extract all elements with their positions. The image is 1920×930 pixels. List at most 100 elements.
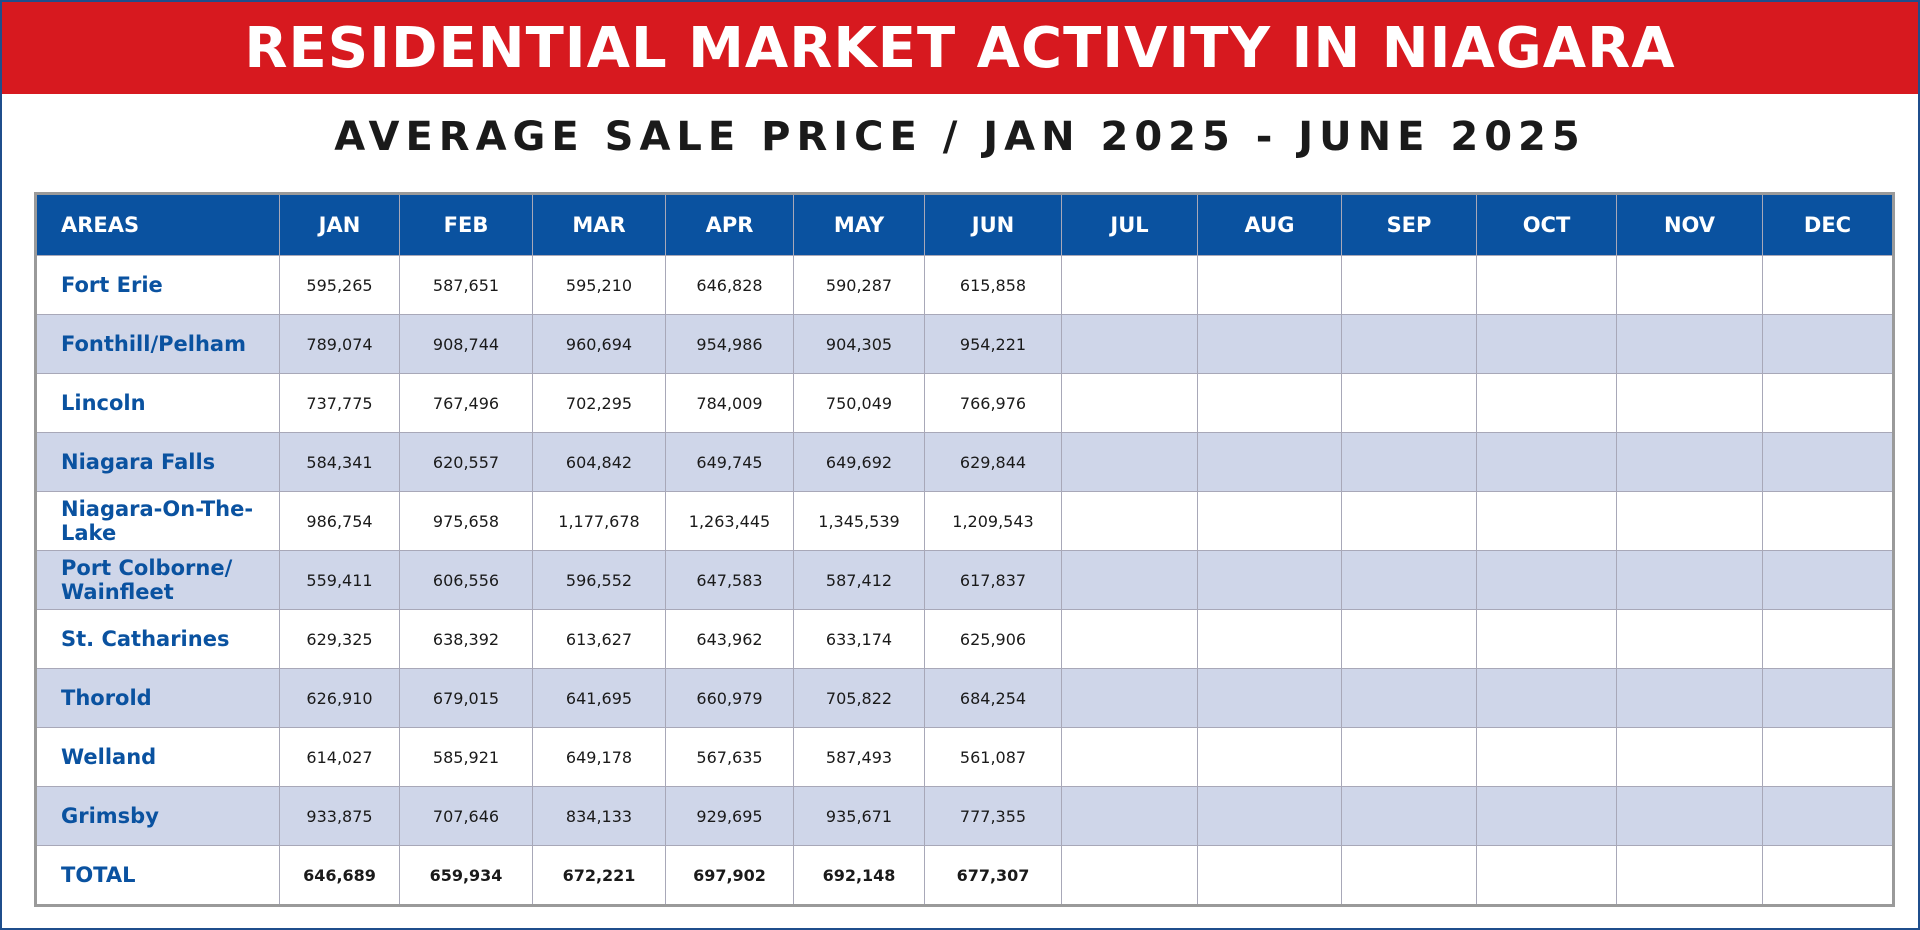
price-cell: 613,627 [532, 609, 666, 669]
price-cell [1476, 786, 1617, 846]
price-cell [1341, 255, 1477, 315]
price-cell: 604,842 [532, 432, 666, 492]
column-header: JUN [924, 193, 1062, 256]
table-row: Lincoln 737,775 767,496 702,295 784,009 750,0… [35, 373, 1894, 433]
price-cell [1061, 314, 1198, 374]
price-cell: 625,906 [924, 609, 1062, 669]
price-cell [1061, 609, 1198, 669]
price-cell: 629,844 [924, 432, 1062, 492]
price-cell: 615,858 [924, 255, 1062, 315]
price-cell [1197, 550, 1342, 610]
table-row: Fonthill/Pelham 789,074 908,744 960,694 954,… [35, 314, 1894, 374]
price-cell: 660,979 [665, 668, 794, 728]
price-cell [1476, 727, 1617, 787]
price-cell [1197, 491, 1342, 551]
column-header: MAY [793, 193, 925, 256]
page-title: RESIDENTIAL MARKET ACTIVITY IN NIAGARA [244, 15, 1676, 81]
price-cell: 629,325 [279, 609, 400, 669]
price-cell [1762, 255, 1894, 315]
column-header: MAR [532, 193, 666, 256]
price-cell [1061, 727, 1198, 787]
column-header: DEC [1762, 193, 1894, 256]
table-row: Grimsby 933,875 707,646 834,133 929,695 935,6… [35, 786, 1894, 846]
area-name: Fort Erie [35, 255, 280, 315]
table-row: Port Colborne/ Wainfleet 559,411 606,556 59… [35, 550, 1894, 610]
table-row: Fort Erie 595,265 587,651 595,210 646,828 590… [35, 255, 1894, 315]
price-cell: 659,934 [399, 845, 533, 906]
price-cell [1197, 373, 1342, 433]
area-name: Fonthill/Pelham [35, 314, 280, 374]
area-name: Port Colborne/ Wainfleet [35, 550, 280, 610]
price-cell: 585,921 [399, 727, 533, 787]
price-cell: 614,027 [279, 727, 400, 787]
table-row: Welland 614,027 585,921 649,178 567,635 587,4… [35, 727, 1894, 787]
price-cell: 647,583 [665, 550, 794, 610]
price-cell: 559,411 [279, 550, 400, 610]
price-cell [1341, 491, 1477, 551]
price-cell: 908,744 [399, 314, 533, 374]
price-cell [1061, 255, 1198, 315]
title-banner: RESIDENTIAL MARKET ACTIVITY IN NIAGARA [2, 2, 1918, 94]
price-cell: 1,209,543 [924, 491, 1062, 551]
price-cell [1341, 432, 1477, 492]
price-cell [1197, 727, 1342, 787]
price-cell: 633,174 [793, 609, 925, 669]
area-name: TOTAL [35, 845, 280, 906]
price-cell: 975,658 [399, 491, 533, 551]
area-name: Niagara Falls [35, 432, 280, 492]
price-cell: 641,695 [532, 668, 666, 728]
price-cell [1762, 786, 1894, 846]
price-cell [1476, 432, 1617, 492]
price-cell: 587,651 [399, 255, 533, 315]
price-cell [1616, 845, 1763, 906]
column-header: SEP [1341, 193, 1477, 256]
price-cell: 620,557 [399, 432, 533, 492]
price-cell [1061, 432, 1198, 492]
area-name: St. Catharines [35, 609, 280, 669]
price-cell [1341, 845, 1477, 906]
price-cell: 561,087 [924, 727, 1062, 787]
price-cell [1197, 609, 1342, 669]
price-cell [1762, 491, 1894, 551]
price-cell: 697,902 [665, 845, 794, 906]
price-cell [1476, 668, 1617, 728]
table-header-row: AREAS JAN FEB MAR APR MAY JUN JUL AUG SE… [35, 193, 1894, 256]
area-name: Welland [35, 727, 280, 787]
price-cell: 590,287 [793, 255, 925, 315]
price-cell [1762, 314, 1894, 374]
price-cell [1197, 786, 1342, 846]
price-cell: 777,355 [924, 786, 1062, 846]
price-cell [1476, 845, 1617, 906]
price-cell: 692,148 [793, 845, 925, 906]
price-cell [1762, 609, 1894, 669]
price-cell [1616, 786, 1763, 846]
price-cell [1762, 550, 1894, 610]
price-cell [1476, 491, 1617, 551]
price-cell [1061, 845, 1198, 906]
price-cell: 649,692 [793, 432, 925, 492]
price-cell [1762, 845, 1894, 906]
price-table: AREAS JAN FEB MAR APR MAY JUN JUL AUG SE… [34, 192, 1895, 907]
price-cell [1341, 373, 1477, 433]
price-cell: 986,754 [279, 491, 400, 551]
column-header: JAN [279, 193, 400, 256]
price-cell [1197, 255, 1342, 315]
price-cell [1616, 668, 1763, 728]
price-cell: 567,635 [665, 727, 794, 787]
price-cell [1616, 491, 1763, 551]
price-cell [1476, 255, 1617, 315]
table-row: Niagara Falls 584,341 620,557 604,842 649,74… [35, 432, 1894, 492]
price-cell: 766,976 [924, 373, 1062, 433]
price-cell: 960,694 [532, 314, 666, 374]
price-cell: 750,049 [793, 373, 925, 433]
price-cell [1341, 786, 1477, 846]
price-cell [1476, 373, 1617, 433]
price-cell [1616, 609, 1763, 669]
price-cell: 1,263,445 [665, 491, 794, 551]
price-cell: 617,837 [924, 550, 1062, 610]
column-header: OCT [1476, 193, 1617, 256]
price-cell: 587,493 [793, 727, 925, 787]
price-cell: 935,671 [793, 786, 925, 846]
price-cell: 672,221 [532, 845, 666, 906]
